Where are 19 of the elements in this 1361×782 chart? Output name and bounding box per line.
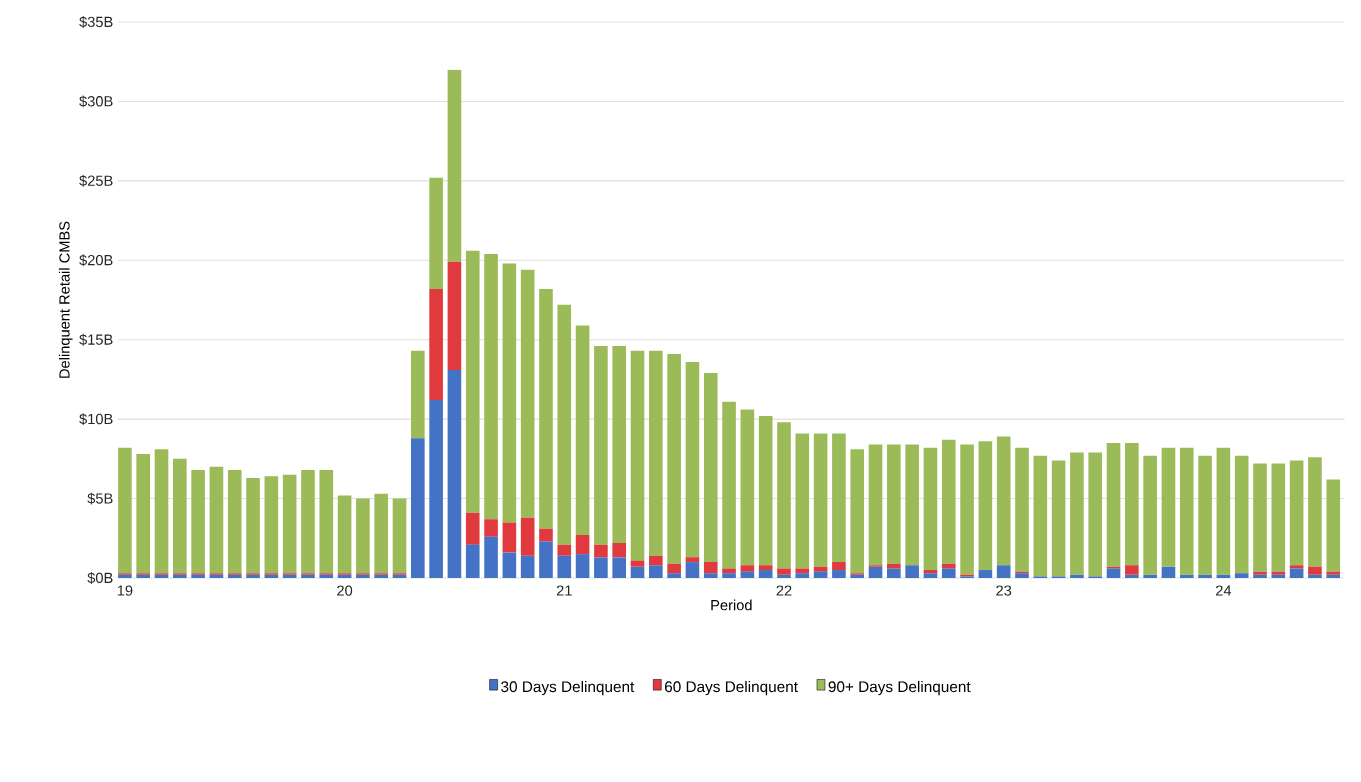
y-tick-label: $15B bbox=[79, 333, 113, 346]
y-tick-label: $20B bbox=[79, 254, 113, 267]
x-tick-label: 19 bbox=[117, 585, 133, 596]
x-tick-label: 22 bbox=[776, 585, 792, 596]
y-tick-label: $0B bbox=[87, 572, 113, 584]
x-tick-label: 23 bbox=[996, 585, 1012, 596]
x-tick-label: 24 bbox=[1215, 585, 1232, 596]
legend-label: 30 Days Delinquent bbox=[501, 680, 635, 696]
legend-label: 90+ Days Delinquent bbox=[828, 680, 971, 696]
y-axis-title: Delinquent Retail CMBS bbox=[58, 221, 73, 378]
y-tick-label: $5B bbox=[87, 492, 113, 505]
y-tick-label: $35B bbox=[79, 16, 113, 28]
y-tick-label: $10B bbox=[79, 413, 113, 426]
x-axis-title: Period bbox=[711, 599, 752, 611]
x-tick-label: 21 bbox=[556, 585, 572, 596]
x-tick-label: 20 bbox=[337, 585, 353, 596]
y-tick-label: $30B bbox=[79, 95, 113, 108]
legend-label: 60 Days Delinquent bbox=[664, 680, 798, 696]
y-tick-label: $25B bbox=[79, 174, 113, 187]
